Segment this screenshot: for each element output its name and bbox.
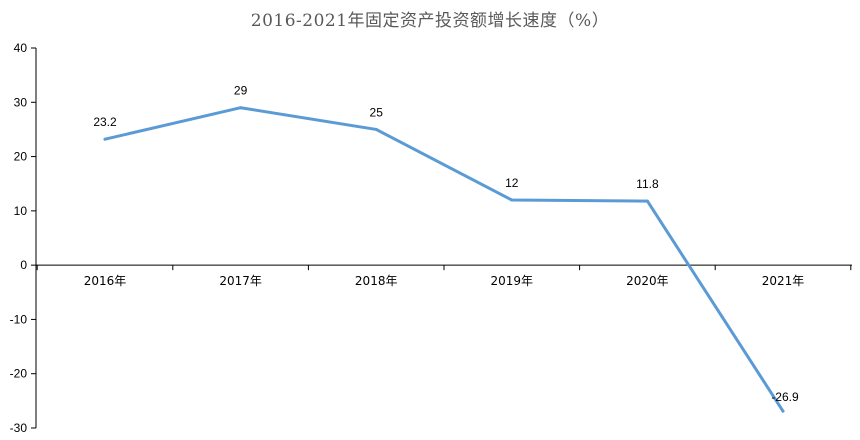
x-tick-label: 2018年 [355, 274, 398, 288]
x-tick-label: 2016年 [84, 274, 127, 288]
data-point [510, 198, 514, 202]
y-axis: -30 -20 -10 0 10 20 30 40 [10, 41, 37, 435]
y-tick-label: 40 [14, 41, 28, 55]
data-label: 11.8 [636, 177, 659, 191]
chart-title: 2016-2021年固定资产投资额增长速度（%） [250, 11, 610, 31]
data-label: 25 [370, 105, 384, 119]
y-tick-label: 20 [14, 150, 28, 164]
y-tick-label: 10 [14, 204, 28, 218]
data-point [374, 127, 378, 131]
data-point [239, 106, 243, 110]
data-labels: 23.2 29 25 12 11.8 -26.9 [93, 84, 799, 404]
data-label: -26.9 [771, 390, 799, 404]
x-tick-label: 2021年 [762, 274, 805, 288]
data-point [645, 199, 649, 203]
y-tick-label: 0 [20, 258, 27, 272]
x-tick-label: 2020年 [626, 274, 669, 288]
x-axis: 2016年 2017年 2018年 2019年 2020年 2021年 [36, 264, 852, 288]
y-tick-label: -30 [10, 421, 28, 435]
series-line [103, 106, 785, 413]
data-point [781, 409, 785, 413]
data-label: 29 [234, 84, 248, 98]
data-label: 23.2 [93, 115, 117, 129]
y-tick-label: -10 [10, 312, 28, 326]
y-tick-label: -20 [10, 367, 28, 381]
x-tick-label: 2017年 [219, 274, 262, 288]
y-tick-label: 30 [14, 95, 28, 109]
series-group [103, 106, 785, 413]
data-label: 12 [505, 176, 519, 190]
data-point [103, 137, 107, 141]
x-tick-label: 2019年 [491, 274, 534, 288]
